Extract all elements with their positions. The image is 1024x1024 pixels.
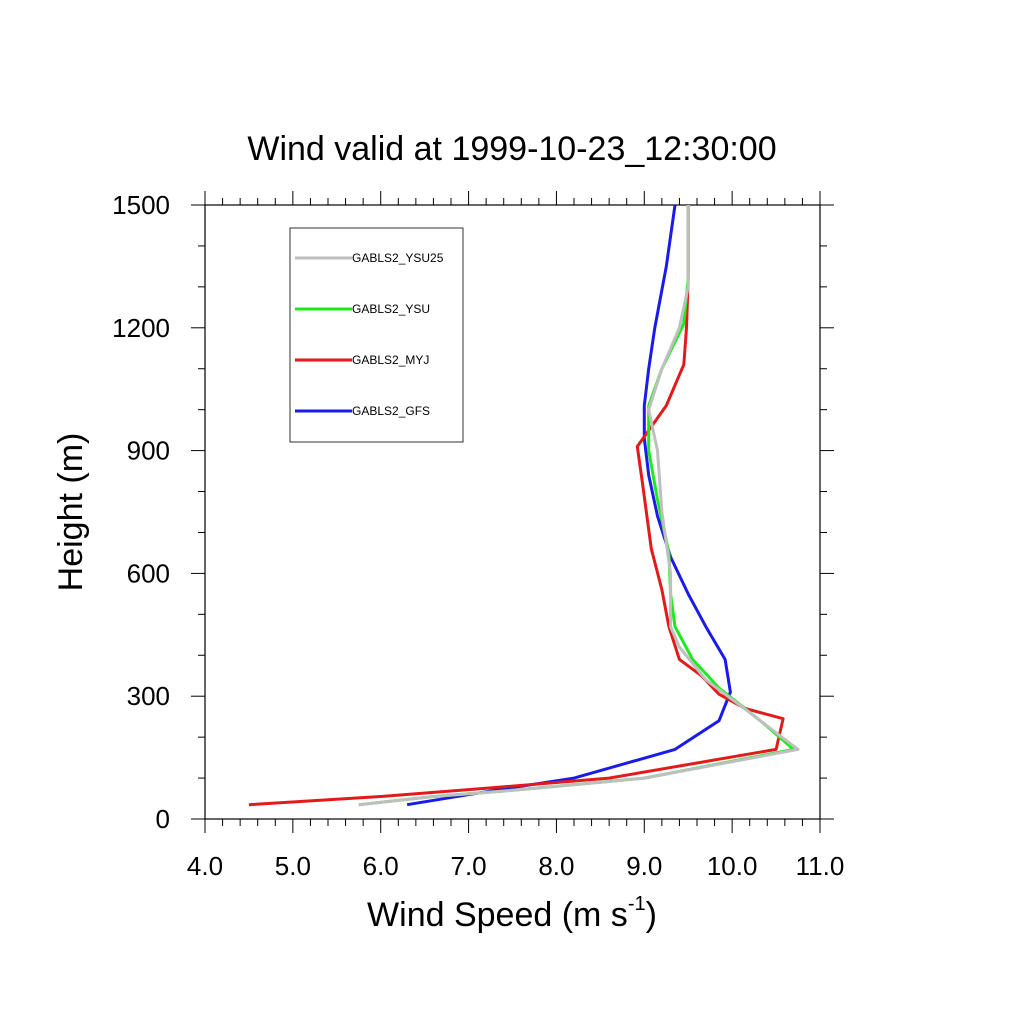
x-axis-tick-labels: 4.0 5.0 6.0 7.0 8.0 9.0 10.0 11.0 <box>187 851 844 881</box>
legend-label: GABLS2_MYJ <box>352 353 429 367</box>
chart-title: Wind valid at 1999-10-23_12:30:00 <box>247 130 776 168</box>
series-line-gabls2-myj <box>248 205 785 807</box>
x-tick-label: 5.0 <box>275 851 311 881</box>
y-axis-tick-labels: 0 300 600 900 1200 1500 <box>112 190 170 834</box>
legend-label: GABLS2_GFS <box>352 404 430 418</box>
x-axis-label-tail: ) <box>646 896 657 934</box>
x-tick-label: 9.0 <box>626 851 662 881</box>
y-tick-label: 900 <box>127 436 170 466</box>
x-tick-label: 6.0 <box>363 851 399 881</box>
y-axis-label: Height (m) <box>52 433 90 592</box>
x-axis-label-superscript: -1 <box>628 893 646 915</box>
legend-label: GABLS2_YSU25 <box>352 251 444 265</box>
y-tick-label: 300 <box>127 681 170 711</box>
x-tick-label: 4.0 <box>187 851 223 881</box>
x-tick-label: 11.0 <box>796 851 845 881</box>
series-line-gabls2-gfs <box>406 204 732 807</box>
plot-border <box>204 204 821 820</box>
x-axis-label-main: Wind Speed (m s <box>367 896 628 934</box>
plot-frame <box>204 204 821 820</box>
x-tick-label: 7.0 <box>450 851 486 881</box>
x-tick-label: 10.0 <box>707 851 758 881</box>
series-lines <box>248 204 800 807</box>
legend-box <box>289 227 464 443</box>
x-tick-label: 8.0 <box>538 851 574 881</box>
axis-ticks <box>191 191 834 833</box>
legend-label: GABLS2_YSU <box>352 302 430 316</box>
x-axis-label: Wind Speed (m s-1) <box>367 893 657 934</box>
y-tick-label: 0 <box>156 804 170 834</box>
series-line-gabls2-ysu25 <box>358 205 800 807</box>
y-tick-label: 600 <box>127 558 170 588</box>
legend: GABLS2_YSU25 GABLS2_YSU GABLS2_MYJ GABLS2_G… <box>289 227 464 443</box>
y-tick-label: 1200 <box>112 313 170 343</box>
y-tick-label: 1500 <box>112 190 170 220</box>
